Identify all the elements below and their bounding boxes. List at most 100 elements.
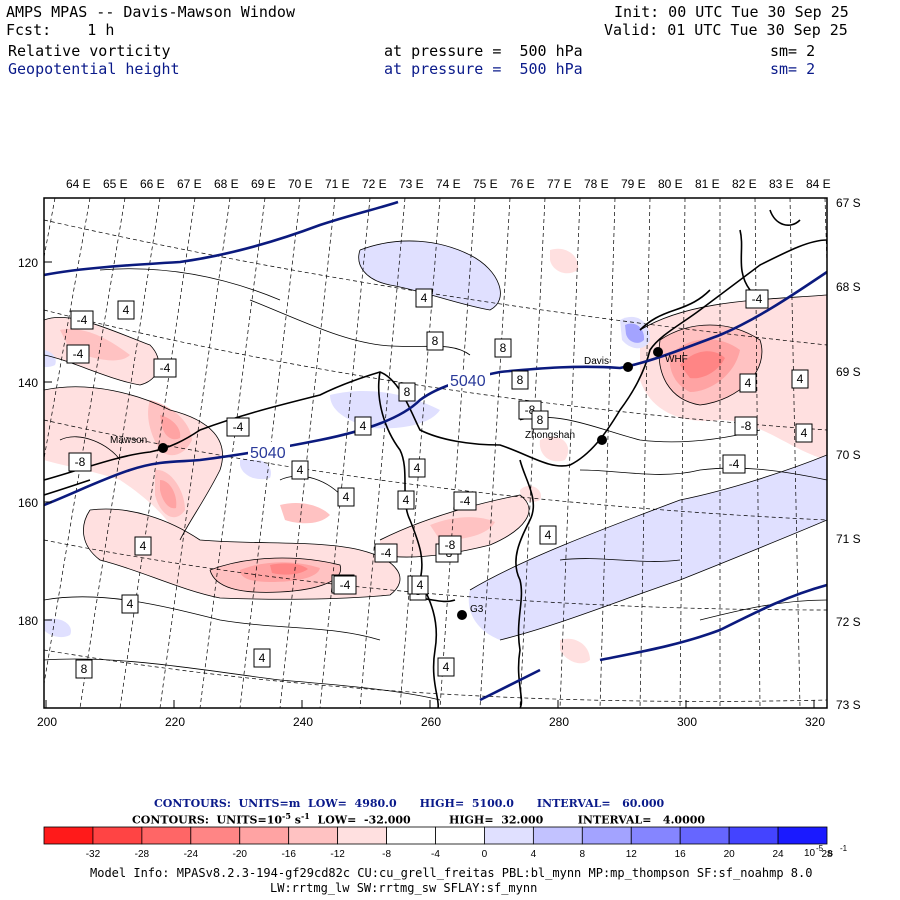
y-tick-label: 180 (18, 614, 38, 628)
lon-label: 72 E (362, 177, 387, 191)
vort-info-rest: LOW= -32.000 HIGH= 32.000 INTERVAL= 4.00… (309, 813, 706, 827)
station-label-davis: Davis (584, 356, 609, 367)
latitude-labels: 67 S 68 S 69 S 70 S 71 S 72 S 73 S (836, 196, 861, 712)
vorticity-label-box (291, 460, 309, 480)
valid-time: Valid: 01 UTC Tue 30 Sep 25 (604, 21, 848, 39)
vorticity-label-box (791, 369, 809, 389)
lat-label: 71 S (836, 532, 861, 546)
height-contour-info: CONTOURS: UNITS=m LOW= 4980.0 HIGH= 5100… (154, 797, 665, 810)
vorticity-label-box (539, 525, 557, 545)
vorticity-label-box (253, 648, 271, 668)
field2-smoothing: sm= 2 (770, 60, 816, 78)
model-info-line1: Model Info: MPASv8.2.3-194-gf29cd82c CU:… (90, 866, 813, 880)
colorbar-swatch (141, 826, 192, 845)
vorticity-label: 4 (414, 461, 421, 475)
vorticity-label: -8 (741, 419, 752, 433)
vorticity-label: -4 (77, 313, 88, 327)
vorticity-label-box (437, 657, 455, 677)
lon-label: 81 E (695, 177, 720, 191)
vorticity-label-box (68, 452, 92, 472)
height-label: 5040 (250, 445, 286, 462)
init-time: Init: 00 UTC Tue 30 Sep 25 (614, 3, 849, 21)
colorbar-swatch (679, 826, 730, 845)
field1-smoothing: sm= 2 (770, 42, 816, 60)
vorticity-label: 8 (500, 341, 507, 355)
vorticity-label: 4 (123, 303, 130, 317)
vorticity-label-box (438, 535, 462, 555)
lon-label: 80 E (658, 177, 683, 191)
x-tick-label: 220 (165, 715, 185, 729)
vorticity-label: -4 (340, 578, 351, 592)
vorticity-label-box (121, 594, 139, 614)
vorticity-label-box (795, 423, 813, 443)
colorbar-swatch (337, 826, 387, 845)
lon-label: 82 E (732, 177, 757, 191)
colorbar-swatch (43, 826, 94, 845)
y-tick-label: 120 (18, 256, 38, 270)
colorbar-swatch (92, 826, 143, 845)
field1-level: at pressure = 500 hPa (384, 42, 583, 60)
vorticity-label: -4 (729, 457, 740, 471)
vorticity-label: 4 (797, 372, 804, 386)
vorticity-label: -4 (460, 494, 471, 508)
vorticity-labels: -44-4-4-4-848488-844-44444-8-4-48-444-84… (66, 288, 813, 679)
x-tick-label: 320 (805, 715, 825, 729)
vorticity-label: 4 (443, 660, 450, 674)
station-label-zhongshan: Zhongshan (525, 430, 575, 441)
lon-label: 76 E (510, 177, 535, 191)
vorticity-label: 4 (403, 493, 410, 507)
lat-label: 67 S (836, 196, 861, 210)
vorticity-label: 4 (259, 651, 266, 665)
lat-label: 73 S (836, 698, 861, 712)
colorbar-tick-label: -4 (431, 849, 440, 860)
colorbar-tick-label: -32 (86, 849, 101, 860)
vorticity-label: -8 (75, 455, 86, 469)
axis-ticks (44, 261, 815, 708)
lon-label: 75 E (473, 177, 498, 191)
field2-name: Geopotential height (8, 60, 180, 78)
vorticity-label: 8 (537, 413, 544, 427)
lonlat-grid (44, 198, 827, 708)
vorticity-label-box (397, 490, 415, 510)
station-marker-g3 (457, 610, 467, 620)
vorticity-label-box (426, 331, 444, 351)
vorticity-label-box (134, 536, 152, 556)
geopotential-height-contours (44, 200, 827, 702)
height-labels: 5040 5040 (248, 370, 490, 462)
station-marker-whf (653, 347, 663, 357)
plot-title: AMPS MPAS -- Davis-Mawson Window (6, 3, 295, 21)
colorbar-swatch (630, 826, 681, 845)
station-marker-zhongshan (597, 435, 607, 445)
vorticity-label-box (70, 310, 94, 330)
y-tick-label: 160 (18, 496, 38, 510)
vorticity-label: 8 (517, 373, 524, 387)
colorbar-tick-label: -8 (382, 849, 391, 860)
vorticity-label-box (411, 575, 429, 595)
colorbar-swatch (532, 826, 583, 845)
vorticity-label: 4 (417, 578, 424, 592)
vorticity-label-box (739, 373, 757, 393)
coastline (44, 209, 827, 708)
vorticity-label-box (453, 491, 477, 511)
vorticity-label-box (722, 454, 746, 474)
lon-label: 73 E (399, 177, 424, 191)
colorbar-tick-label: -12 (330, 849, 345, 860)
vorticity-label-box (408, 458, 426, 478)
colorbar-swatch (777, 826, 828, 845)
vorticity-label: 4 (127, 597, 134, 611)
lat-label: 72 S (836, 615, 861, 629)
vorticity-label-box (337, 487, 355, 507)
vorticity-label: 4 (745, 376, 752, 390)
vorticity-label: -4 (233, 420, 244, 434)
vorticity-label: 4 (297, 463, 304, 477)
colorbar-unit: 10 -5 s -1 (804, 844, 848, 859)
lon-label: 77 E (547, 177, 572, 191)
colorbar-swatch (386, 826, 436, 845)
vorticity-label: 4 (140, 539, 147, 553)
vorticity-label: -8 (445, 538, 456, 552)
field2-level: at pressure = 500 hPa (384, 60, 583, 78)
field1-name: Relative vorticity (8, 42, 171, 60)
colorbar-tick-label: 0 (482, 849, 488, 860)
model-info-line2: LW:rrtmg_lw SW:rrtmg_sw SFLAY:sf_mynn (270, 881, 538, 895)
vorticity-label-box (333, 575, 357, 595)
